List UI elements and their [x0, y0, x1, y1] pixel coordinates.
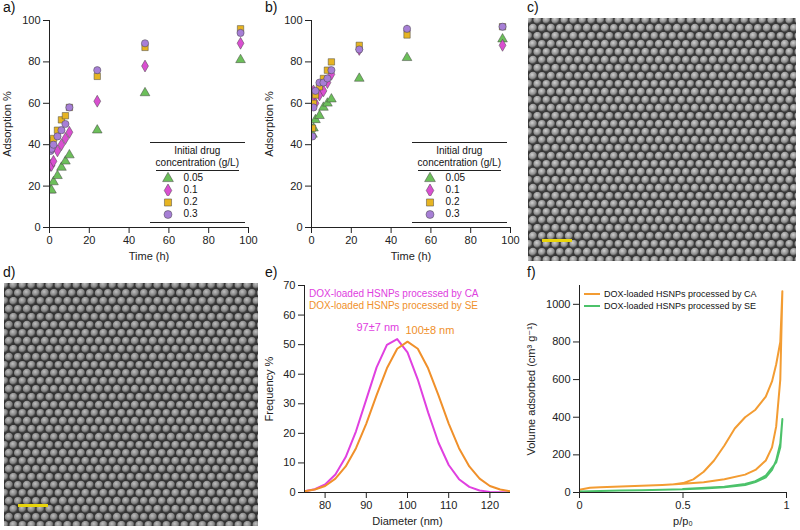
svg-text:40: 40: [123, 234, 135, 246]
svg-text:80: 80: [290, 55, 302, 67]
svg-text:0.5: 0.5: [675, 499, 690, 511]
svg-text:90: 90: [360, 499, 372, 511]
svg-text:0: 0: [576, 499, 582, 511]
svg-text:400: 400: [552, 411, 570, 423]
svg-text:p/p₀: p/p₀: [673, 515, 693, 527]
svg-text:Volume adsorbed (cm³ g⁻¹): Volume adsorbed (cm³ g⁻¹): [525, 323, 537, 456]
svg-text:70: 70: [283, 279, 295, 291]
svg-text:100: 100: [398, 499, 416, 511]
svg-text:60: 60: [290, 97, 302, 109]
html-text:DOX-loaded HSNPs processed by: DOX-loaded HSNPs processed by SE: [604, 301, 757, 311]
html-text:0.2: 0.2: [445, 196, 460, 207]
svg-text:1: 1: [783, 499, 789, 511]
svg-text:0: 0: [564, 486, 570, 498]
svg-text:10: 10: [283, 456, 295, 468]
html-text:Initial drug: Initial drug: [174, 145, 221, 156]
svg-text:100±8 nm: 100±8 nm: [406, 324, 455, 336]
svg-text:Diameter (nm): Diameter (nm): [372, 515, 442, 527]
svg-text:200: 200: [552, 448, 570, 460]
svg-text:Time (h): Time (h): [129, 250, 170, 262]
svg-text:80: 80: [465, 234, 477, 246]
html-text:DOX-loaded HSNPs processed by: DOX-loaded HSNPs processed by CA: [604, 289, 757, 299]
svg-text:60: 60: [163, 234, 175, 246]
html-text:0.3: 0.3: [183, 208, 198, 219]
html-text:DOX-loaded HSNPs processed by: DOX-loaded HSNPs processed by CA: [309, 288, 479, 299]
svg-text:40: 40: [385, 234, 397, 246]
svg-text:20: 20: [345, 234, 357, 246]
svg-text:20: 20: [83, 234, 95, 246]
html-text:a): a): [3, 0, 16, 15]
html-text:e): e): [265, 264, 278, 280]
svg-text:100: 100: [501, 234, 519, 246]
svg-text:0: 0: [296, 221, 302, 233]
svg-text:110: 110: [440, 499, 458, 511]
svg-text:100: 100: [284, 14, 302, 26]
svg-text:120: 120: [481, 499, 499, 511]
svg-text:40: 40: [290, 138, 302, 150]
svg-text:50: 50: [283, 338, 295, 350]
svg-text:30: 30: [283, 397, 295, 409]
svg-text:600: 600: [552, 373, 570, 385]
html-text:Initial drug: Initial drug: [436, 145, 483, 156]
html-text:c): c): [527, 0, 539, 15]
svg-text:80: 80: [319, 499, 331, 511]
svg-text:0: 0: [34, 221, 40, 233]
svg-text:20: 20: [290, 180, 302, 192]
svg-text:20: 20: [283, 427, 295, 439]
html-text:0.05: 0.05: [183, 172, 204, 183]
svg-text:40: 40: [283, 368, 295, 380]
html-text:0.3: 0.3: [445, 208, 460, 219]
svg-text:0: 0: [46, 234, 52, 246]
html-text:0.1: 0.1: [183, 184, 198, 195]
svg-text:1000: 1000: [546, 298, 570, 310]
html-text:DOX-loaded HSNPs processed by: DOX-loaded HSNPs processed by SE: [309, 300, 478, 311]
html-text:0.05: 0.05: [445, 172, 466, 183]
svg-text:0: 0: [289, 486, 295, 498]
html-text:concentration (g/L): concentration (g/L): [155, 157, 239, 168]
svg-text:100: 100: [22, 14, 40, 26]
svg-text:40: 40: [28, 138, 40, 150]
html-text:f): f): [527, 264, 536, 280]
svg-text:60: 60: [283, 309, 295, 321]
svg-text:60: 60: [28, 97, 40, 109]
svg-text:80: 80: [203, 234, 215, 246]
svg-text:Adsorption %: Adsorption %: [263, 91, 275, 157]
svg-text:80: 80: [28, 55, 40, 67]
html-text:b): b): [265, 0, 278, 15]
svg-text:100: 100: [239, 234, 257, 246]
svg-text:Time (h): Time (h): [391, 250, 432, 262]
svg-text:Adsorption %: Adsorption %: [1, 91, 13, 157]
svg-text:800: 800: [552, 335, 570, 347]
html-text:0.2: 0.2: [183, 196, 198, 207]
svg-text:0: 0: [308, 234, 314, 246]
svg-text:60: 60: [425, 234, 437, 246]
html-text:d): d): [3, 264, 16, 280]
svg-text:Frequency %: Frequency %: [263, 356, 275, 421]
html-text:concentration (g/L): concentration (g/L): [417, 157, 501, 168]
html-text:0.1: 0.1: [445, 184, 460, 195]
svg-text:97±7 nm: 97±7 nm: [356, 321, 399, 333]
svg-text:20: 20: [28, 180, 40, 192]
